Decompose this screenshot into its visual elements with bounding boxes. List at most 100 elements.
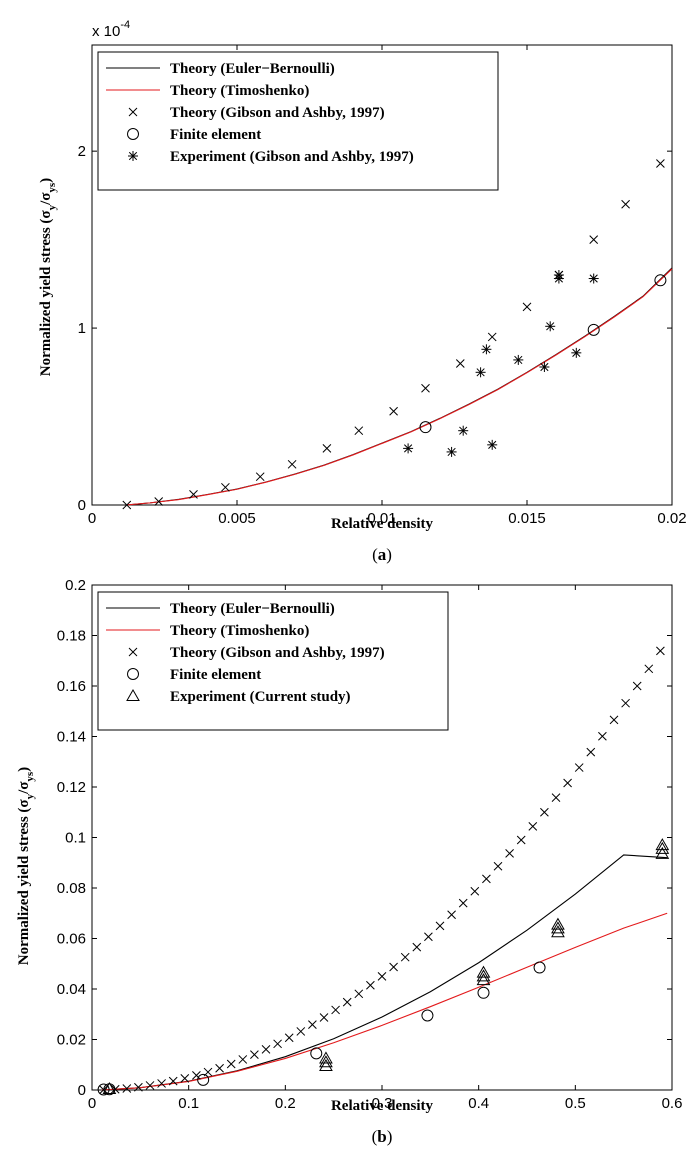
legend-label: Theory (Euler−Bernoulli) [170, 61, 335, 77]
legend-entry: Finite element [127, 127, 261, 143]
data-point-star [458, 425, 469, 436]
legend-label: Experiment (Current study) [170, 689, 351, 705]
data-point-x [238, 1055, 248, 1064]
y-tick-label: 0.06 [57, 931, 86, 948]
y-tick-label: 0.04 [57, 981, 86, 998]
data-point-x [412, 942, 422, 952]
data-point-x [522, 302, 532, 312]
data-point-star [513, 354, 524, 365]
data-point-x [632, 681, 642, 691]
data-point-x [551, 793, 561, 802]
data-point-triangle [655, 838, 670, 851]
y-tick-label: 0.1 [65, 830, 86, 847]
legend-entry: Theory (Gibson and Ashby, 1997) [128, 105, 385, 121]
data-point-star [571, 347, 582, 358]
data-point-triangle [655, 841, 670, 854]
data-point-triangle [319, 1051, 333, 1064]
data-point-triangle [319, 1055, 333, 1068]
data-point-x [322, 444, 332, 453]
series-4 [97, 961, 546, 1096]
chart-a-svg: x 10-4 Normalized yield stress (σy/σys) … [38, 19, 687, 564]
series-2 [101, 912, 668, 1091]
data-point-x [308, 1020, 317, 1029]
data-point-x [656, 159, 665, 168]
x-tick-label: 0.02 [657, 510, 686, 527]
data-point-x [342, 997, 352, 1007]
y-tick-label: 2 [78, 143, 86, 160]
data-point-x [447, 910, 456, 920]
data-point-circle [197, 1073, 210, 1086]
y-multiplier-a: x 10-4 [92, 19, 130, 40]
legend-label: Finite element [170, 667, 261, 683]
series-5 [102, 838, 670, 1094]
legend-marker-circle [127, 128, 139, 140]
y-tick-label: 0.2 [65, 580, 86, 594]
caption-a: (a) [372, 545, 392, 564]
x-tick-label: 0 [88, 510, 96, 527]
series-line [101, 912, 668, 1091]
legend-label: Theory (Euler−Bernoulli) [170, 601, 335, 617]
x-tick-label: 0.5 [565, 1095, 586, 1112]
legend-entry: Theory (Euler−Bernoulli) [106, 601, 335, 617]
data-point-x [354, 989, 364, 999]
data-point-x [505, 849, 514, 858]
data-point-x [609, 715, 619, 725]
legend-label: Theory (Timoshenko) [170, 83, 309, 99]
data-point-circle [587, 323, 600, 336]
data-point-x [470, 886, 480, 896]
data-point-x [180, 1074, 190, 1083]
data-point-x [157, 1079, 166, 1088]
legend-marker-circle [127, 668, 139, 680]
x-tick-label: 0.01 [367, 510, 396, 527]
data-point-circle [310, 1047, 323, 1060]
legend-entry: Experiment (Gibson and Ashby, 1997) [128, 149, 414, 165]
legend-marker-x [128, 107, 138, 117]
series-4 [419, 274, 667, 434]
data-point-star [403, 443, 414, 454]
data-point-star [487, 439, 498, 450]
data-point-x [455, 359, 465, 368]
y-axis-label-a: Normalized yield stress (σy/σys) [38, 178, 58, 376]
caption-b: (b) [372, 1127, 393, 1146]
data-point-x [221, 482, 230, 492]
data-point-x [516, 835, 526, 845]
data-point-star [446, 446, 457, 457]
data-point-x [621, 698, 630, 708]
data-point-x [644, 664, 654, 674]
y-tick-label: 0.08 [57, 880, 86, 897]
figure-panel-a: x 10-4 Normalized yield stress (σy/σys) … [38, 19, 687, 564]
data-point-star [481, 344, 492, 355]
legend-label: Experiment (Gibson and Ashby, 1997) [170, 149, 414, 165]
data-point-x [366, 980, 375, 990]
data-point-x [192, 1071, 201, 1080]
data-point-x [389, 962, 398, 972]
data-point-x [389, 406, 398, 416]
data-point-star [539, 362, 550, 372]
legend-marker-star [128, 151, 138, 161]
legend-label: Finite element [170, 127, 261, 143]
data-point-x [598, 731, 607, 741]
data-point-circle [654, 274, 667, 287]
data-point-x [331, 1005, 340, 1015]
legend-entry: Theory (Timoshenko) [106, 83, 309, 99]
x-tick-label: 0.005 [218, 510, 256, 527]
y-tick-label: 0.18 [57, 628, 86, 645]
data-point-x [255, 472, 265, 482]
x-axis-label-a: Relative density [331, 516, 434, 532]
data-point-x [189, 490, 198, 499]
x-axis-label-b: Relative density [331, 1098, 434, 1114]
chart-b-svg: Normalized yield stress (σy/σys) Relativ… [16, 580, 682, 1146]
data-point-x [563, 778, 572, 788]
legend-entry: Theory (Euler−Bernoulli) [106, 61, 335, 77]
data-point-x [421, 383, 430, 393]
data-point-star [545, 321, 556, 332]
data-point-x [122, 1084, 132, 1093]
data-point-star [553, 270, 564, 280]
figure-panel-b: Normalized yield stress (σy/σys) Relativ… [0, 580, 692, 1159]
legend-label: Theory (Gibson and Ashby, 1997) [170, 105, 385, 121]
data-point-circle [419, 421, 432, 434]
y-tick-label: 0.12 [57, 779, 86, 796]
data-point-triangle [551, 921, 565, 934]
data-point-triangle [102, 1081, 117, 1094]
data-point-x [621, 199, 630, 209]
